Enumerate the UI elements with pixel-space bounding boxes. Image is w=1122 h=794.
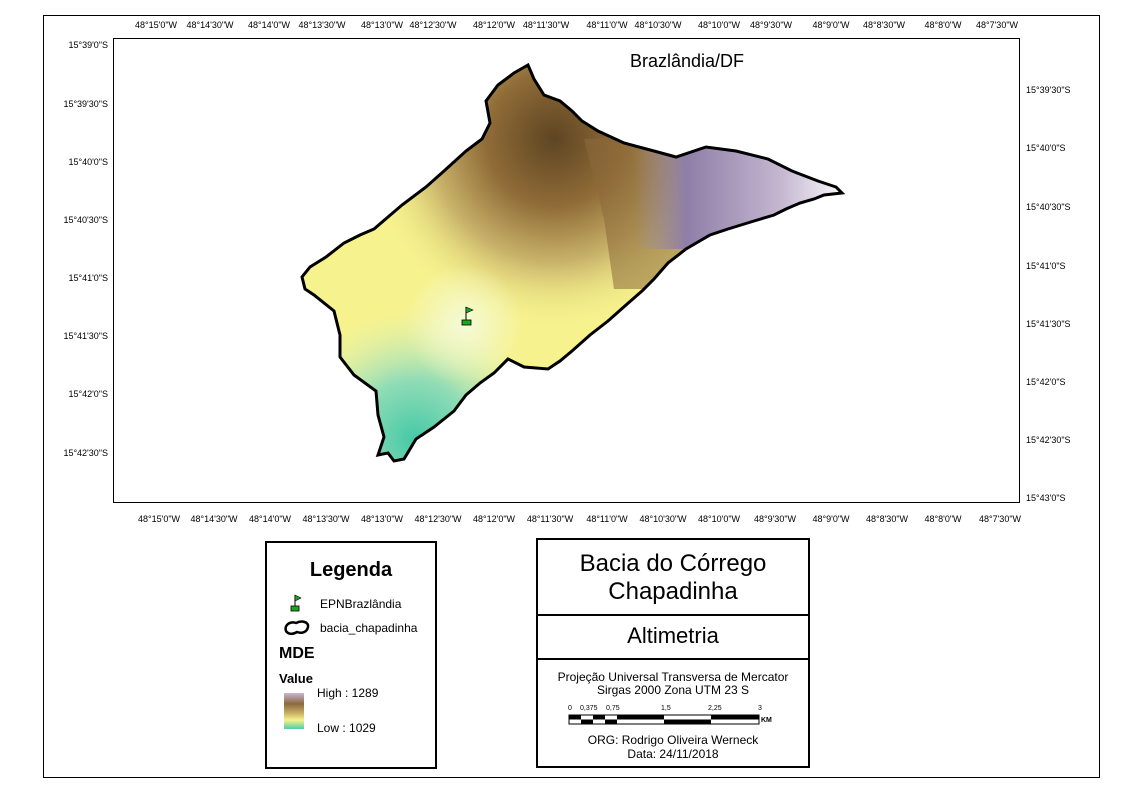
map-sheet	[43, 15, 1100, 778]
lat-tick: 15°42'0"S	[68, 389, 108, 399]
lat-tick: 15°40'0"S	[68, 157, 108, 167]
lat-tick: 15°42'0"S	[1026, 377, 1066, 387]
legend-low-label: Low : 1029	[317, 721, 376, 735]
lat-tick: 15°43'0"S	[1026, 493, 1066, 503]
lon-tick: 48°10'0"W	[697, 514, 741, 524]
elevation-raster	[302, 65, 842, 461]
scale-label: 0,375	[580, 705, 598, 712]
scale-label: 0,75	[606, 705, 620, 712]
date-text: Data: 24/11/2018	[627, 747, 719, 761]
lon-tick: 48°12'30"W	[409, 20, 457, 30]
legend-point-label: EPNBrazlândia	[320, 597, 402, 611]
lat-tick: 15°40'30"S	[1026, 202, 1071, 212]
lon-tick: 48°13'30"W	[302, 514, 350, 524]
lat-tick: 15°41'30"S	[63, 331, 108, 341]
map-title: Bacia do Córrego Chapadinha	[538, 540, 808, 616]
scale-label: 1,5	[661, 705, 671, 712]
scale-unit: KM	[761, 717, 772, 724]
scale-label: 2,25	[708, 705, 722, 712]
lon-tick: 48°9'0"W	[812, 514, 850, 524]
lon-tick: 48°8'0"W	[924, 20, 962, 30]
lon-tick: 48°10'0"W	[697, 20, 741, 30]
legend-polygon-label: bacia_chapadinha	[320, 621, 418, 635]
lon-tick: 48°7'30"W	[978, 514, 1022, 524]
projection-text: Projeção Universal Transversa de Mercato…	[557, 670, 789, 684]
lon-tick: 48°11'30"W	[522, 20, 570, 30]
lon-tick: 48°10'30"W	[634, 20, 682, 30]
lon-tick: 48°9'30"W	[749, 20, 793, 30]
lon-tick: 48°15'0"W	[137, 514, 181, 524]
lon-tick: 48°11'0"W	[586, 20, 628, 30]
lon-tick: 48°12'30"W	[414, 514, 462, 524]
lon-tick: 48°13'0"W	[360, 514, 404, 524]
lon-tick: 48°14'0"W	[247, 20, 291, 30]
lon-tick: 48°15'0"W	[134, 20, 178, 30]
lon-tick: 48°14'0"W	[248, 514, 292, 524]
lon-tick: 48°14'30"W	[190, 514, 238, 524]
lat-tick: 15°40'30"S	[63, 215, 108, 225]
lon-tick: 48°12'0"W	[472, 20, 516, 30]
lon-tick: 48°10'30"W	[639, 514, 687, 524]
lon-tick: 48°13'30"W	[298, 20, 346, 30]
datum-text: Sirgas 2000 Zona UTM 23 S	[596, 683, 750, 697]
lon-tick: 48°11'30"W	[526, 514, 574, 524]
legend-title: Legenda	[309, 559, 393, 581]
author-text: ORG: Rodrigo Oliveira Werneck	[587, 733, 759, 747]
polygon-outline-icon	[284, 620, 310, 636]
lat-tick: 15°41'0"S	[68, 273, 108, 283]
lat-tick: 15°41'0"S	[1026, 261, 1066, 271]
lat-tick: 15°42'30"S	[1026, 435, 1071, 445]
lon-tick: 48°9'0"W	[812, 20, 850, 30]
legend: Legenda EPNBrazlândia bacia_chapadinha M…	[265, 541, 437, 769]
scale-bar-graphic	[568, 714, 760, 725]
legend-high-label: High : 1289	[317, 686, 379, 700]
map-subtitle: Altimetria	[538, 616, 808, 660]
epn-station-flag-icon[interactable]	[461, 306, 474, 326]
elevation-color-ramp	[284, 693, 304, 729]
lon-tick: 48°9'30"W	[753, 514, 797, 524]
lon-tick: 48°11'0"W	[586, 514, 628, 524]
scale-label: 0	[568, 705, 572, 712]
lat-tick: 15°39'0"S	[68, 40, 108, 50]
lon-tick: 48°8'30"W	[862, 20, 906, 30]
scale-label: 3	[758, 705, 762, 712]
lon-tick: 48°12'0"W	[472, 514, 516, 524]
map-credits: Projeção Universal Transversa de Mercato…	[538, 660, 808, 766]
title-block: Bacia do Córrego Chapadinha Altimetria P…	[536, 538, 810, 768]
lat-tick: 15°40'0"S	[1026, 143, 1066, 153]
lat-tick: 15°39'30"S	[1026, 85, 1071, 95]
legend-raster-title: MDE	[279, 645, 315, 662]
lat-tick: 15°39'30"S	[63, 99, 108, 109]
lon-tick: 48°13'0"W	[360, 20, 404, 30]
lon-tick: 48°8'0"W	[924, 514, 962, 524]
lon-tick: 48°7'30"W	[975, 20, 1019, 30]
lon-tick: 48°8'30"W	[865, 514, 909, 524]
lat-tick: 15°41'30"S	[1026, 319, 1071, 329]
lat-tick: 15°42'30"S	[63, 448, 108, 458]
flag-icon	[290, 594, 302, 612]
lon-tick: 48°14'30"W	[186, 20, 234, 30]
legend-value-label: Value	[279, 671, 313, 686]
map-frame[interactable]: Brazlândia/DF	[113, 38, 1020, 503]
watershed-map	[300, 63, 844, 463]
scale-bar: 0 0,375 0,75 1,5 2,25 3 KM	[568, 704, 778, 730]
map-place-label: Brazlândia/DF	[630, 51, 745, 71]
